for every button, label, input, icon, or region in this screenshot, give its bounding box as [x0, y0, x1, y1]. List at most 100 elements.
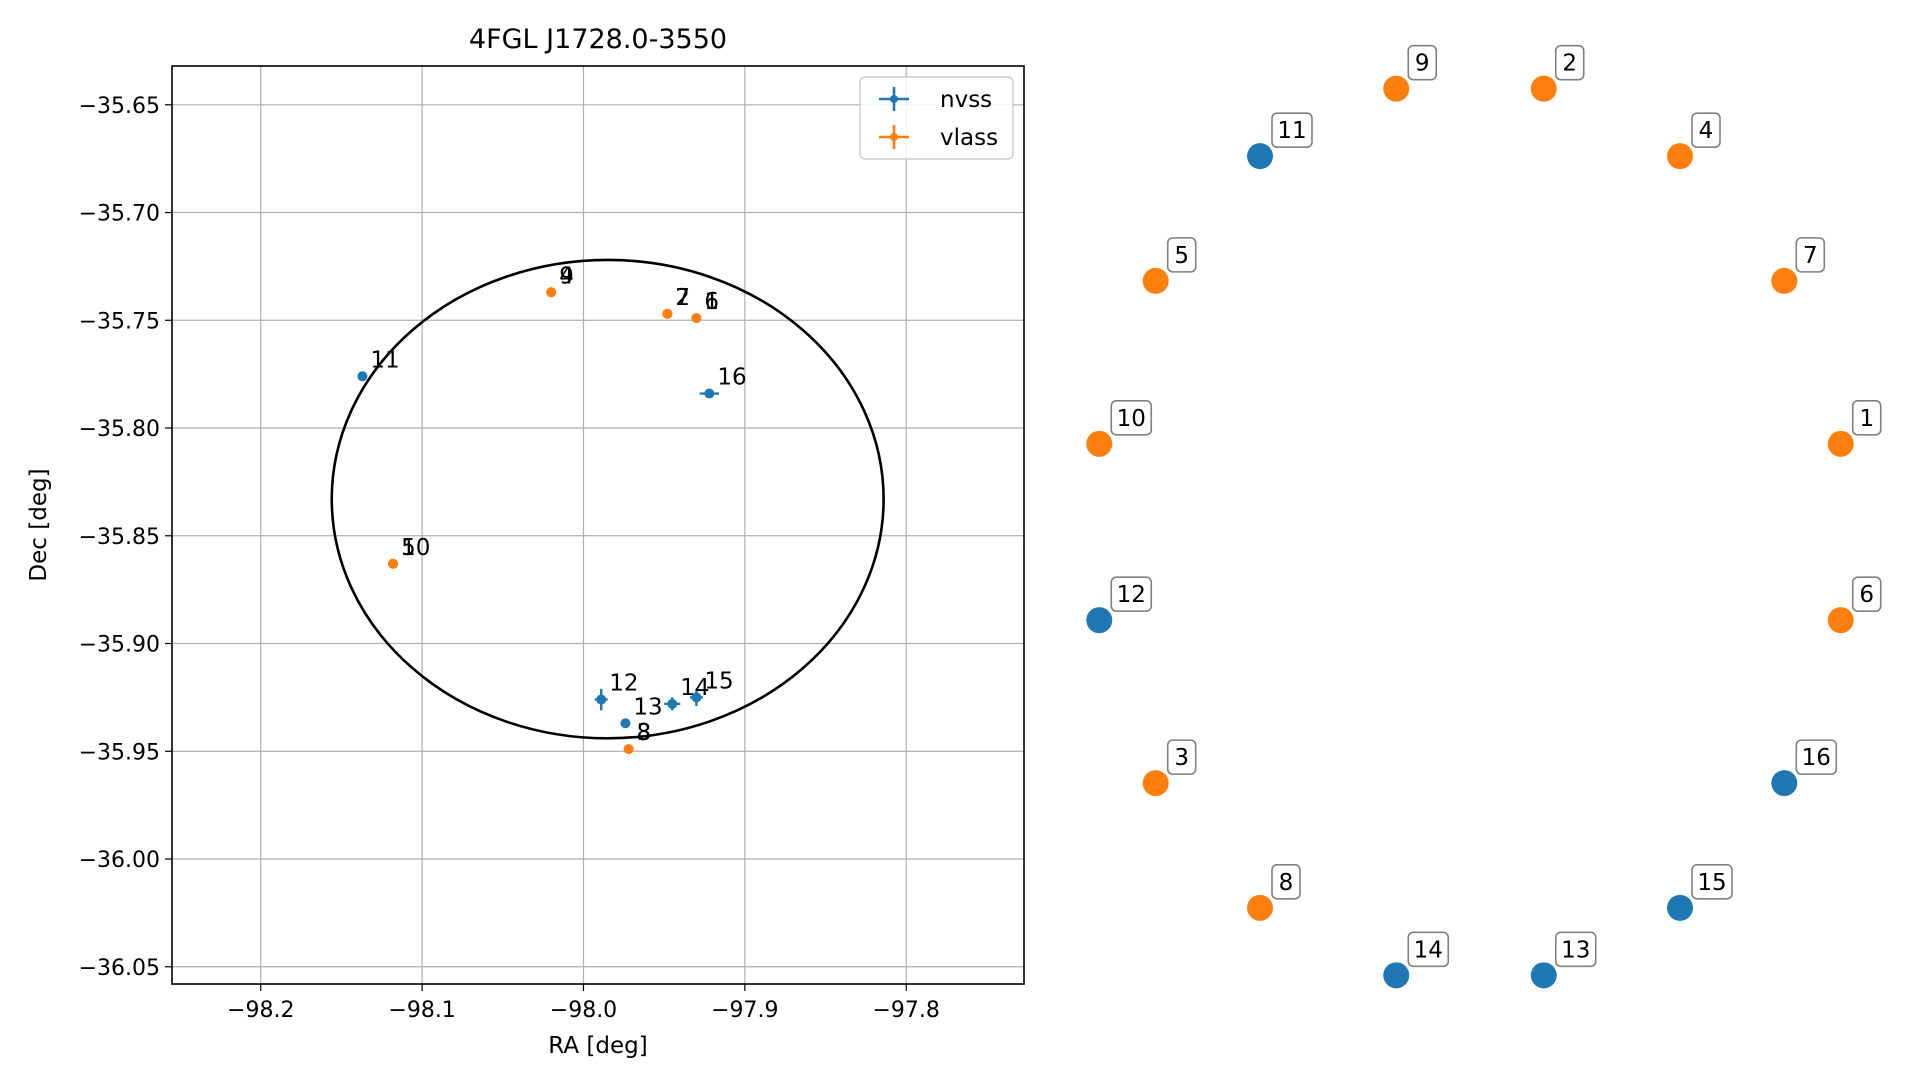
graph-node-vlass: [1086, 430, 1113, 457]
nvss-point: [620, 718, 631, 729]
vlass-point: [623, 744, 634, 755]
y-tick-label: −35.65: [79, 94, 160, 119]
nvss-point: [691, 692, 702, 703]
point-label: 12: [609, 671, 638, 697]
graph-node-label: 13: [1561, 937, 1590, 963]
nvss-point: [704, 388, 715, 399]
point-label: 9: [559, 263, 574, 289]
vlass-point: [546, 287, 557, 298]
graph-node-nvss: [1530, 962, 1557, 989]
legend: nvss vlass: [859, 76, 1014, 160]
graph-node-label-box: [1110, 400, 1153, 436]
graph-node-label-box: [1407, 931, 1450, 968]
point-label: 5: [401, 535, 416, 561]
graph-node-label-box: [1691, 112, 1721, 148]
nvss-point: [596, 694, 607, 705]
graph-node-vlass: [1383, 75, 1410, 102]
y-tick-label: −35.90: [79, 633, 160, 658]
graph-node-vlass: [1142, 267, 1169, 294]
plot-area: [172, 66, 1024, 984]
point-label: 2: [675, 285, 690, 311]
graph-node-label: 2: [1562, 51, 1577, 77]
point-label: 8: [637, 720, 652, 746]
graph-node-label-box: [1795, 237, 1826, 273]
graph-node-label: 6: [1859, 582, 1874, 608]
chart-title: 4FGL J1728.0-3550: [469, 24, 727, 55]
point-label: 3: [637, 720, 652, 746]
x-axis-label: RA [deg]: [548, 1033, 647, 1059]
graph-node-label-box: [1407, 44, 1438, 81]
graph-node-nvss: [1086, 607, 1113, 634]
graph-node-label: 1: [1859, 406, 1874, 432]
y-tick-label: −36.05: [79, 956, 160, 981]
graph-node-label-box: [1554, 44, 1585, 81]
graph-node-label: 14: [1414, 937, 1443, 963]
graph-node-label: 9: [1415, 51, 1430, 77]
x-tick-label: −97.9: [711, 998, 778, 1023]
graph-node-label: 16: [1802, 745, 1831, 771]
legend-marker-dot: [890, 133, 898, 141]
error-ellipse: [330, 258, 885, 740]
error-ellipse-outline: [330, 258, 885, 740]
graph-node-label-box: [1271, 112, 1313, 148]
y-axis-ticks: −35.65 −35.70 −35.75 −35.80 −35.85 −35.90 −35.…: [79, 94, 172, 981]
graph-node-vlass: [1771, 267, 1798, 294]
y-axis-label: Dec [deg]: [26, 468, 52, 581]
graph-node-label: 5: [1174, 243, 1189, 269]
graph-node-label: 3: [1174, 745, 1189, 771]
point-label: 16: [717, 365, 746, 391]
graph-node-vlass: [1827, 607, 1854, 634]
graph-node-label-box: [1691, 864, 1733, 900]
legend-entries: nvss vlass: [879, 87, 998, 151]
graph-node-nvss: [1771, 770, 1798, 797]
y-tick-label: −35.70: [79, 202, 160, 227]
point-label: 7: [675, 285, 690, 311]
plot-frame: [171, 65, 1025, 985]
graph-node-label: 12: [1117, 582, 1146, 608]
graph-node-label-box: [1795, 739, 1838, 775]
graph-node-nvss: [1667, 894, 1694, 921]
nvss-point: [357, 371, 368, 382]
vlass-point: [691, 313, 702, 324]
point-label: 15: [704, 668, 733, 694]
x-tick-label: −98.2: [227, 998, 294, 1023]
graph-node-nvss: [1383, 962, 1410, 989]
legend-label: vlass: [940, 125, 998, 151]
legend-label: nvss: [940, 87, 992, 113]
y-tick-label: −35.75: [79, 309, 160, 334]
point-label: 10: [401, 535, 430, 561]
point-label: 1: [704, 289, 719, 315]
legend-box: [859, 76, 1014, 160]
graph-node-label: 15: [1697, 870, 1726, 896]
vlass-point: [662, 308, 673, 319]
x-axis-ticks: −98.2 −98.1 −98.0 −97.9 −97.8: [227, 984, 940, 1023]
y-tick-label: −35.80: [79, 417, 160, 442]
graph-node-label-box: [1554, 931, 1597, 968]
graph-node-label-box: [1851, 400, 1882, 436]
graph-node-nvss: [1246, 143, 1273, 170]
y-tick-label: −35.95: [79, 740, 160, 765]
graph-node-label: 8: [1279, 870, 1294, 896]
graph-node-vlass: [1530, 75, 1557, 102]
graph-node-label-box: [1166, 739, 1197, 775]
graph-node-label: 4: [1699, 118, 1714, 144]
graph-node-label-box: [1851, 576, 1882, 612]
x-tick-label: −98.0: [550, 998, 617, 1023]
y-tick-label: −36.00: [79, 848, 160, 873]
graph-node-label-box: [1271, 864, 1301, 900]
point-label: 4: [559, 263, 574, 289]
graph-node-vlass: [1246, 894, 1273, 921]
graph-node-vlass: [1667, 143, 1694, 170]
graph-node-label: 7: [1803, 243, 1818, 269]
nvss-point: [667, 698, 678, 709]
y-tick-label: −35.85: [79, 525, 160, 550]
graph-node-label: 11: [1277, 118, 1306, 144]
point-label: 13: [633, 694, 662, 720]
x-tick-label: −98.1: [388, 998, 455, 1023]
graph-node-label-box: [1110, 576, 1153, 612]
point-label: 11: [370, 347, 399, 373]
